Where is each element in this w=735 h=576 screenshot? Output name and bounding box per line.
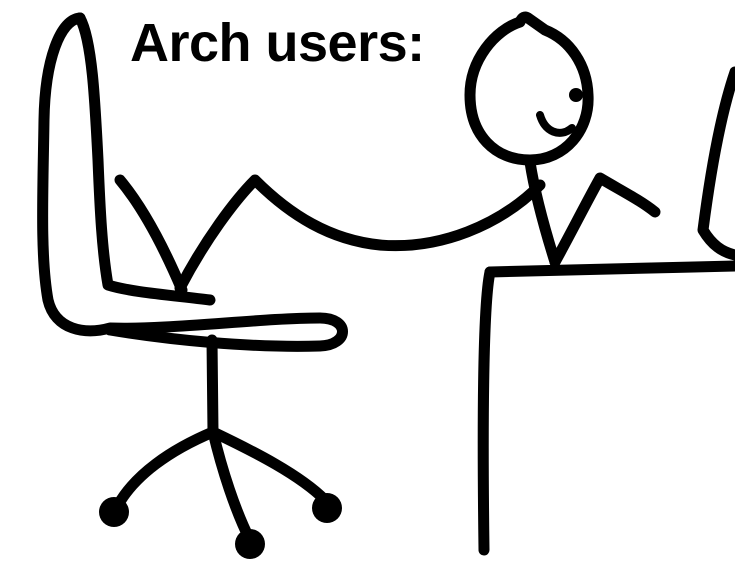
figure-thigh — [114, 174, 188, 296]
monitor — [697, 66, 735, 261]
chair-backrest-inner — [74, 12, 216, 306]
meme-caption: Arch users: — [130, 13, 425, 73]
desk-leg — [477, 266, 496, 556]
chair-leg-left — [112, 426, 219, 511]
chair-caster-front — [235, 529, 265, 559]
desk-top — [484, 260, 735, 278]
stick-figure — [114, 11, 661, 296]
monitor-edge — [697, 66, 735, 261]
figure-head — [464, 11, 594, 166]
chair-backrest — [37, 12, 348, 352]
desk — [477, 260, 735, 556]
figure-torso — [524, 156, 561, 268]
chair-caster-right — [312, 493, 342, 523]
figure-eye — [569, 88, 583, 102]
chair-stem — [206, 334, 219, 438]
chair-leg-right — [207, 426, 331, 506]
figure-smile — [536, 111, 576, 137]
chair-caster-left — [99, 497, 129, 527]
figure-leg — [174, 174, 546, 294]
office-chair — [37, 12, 348, 559]
figure-arm — [549, 172, 661, 268]
